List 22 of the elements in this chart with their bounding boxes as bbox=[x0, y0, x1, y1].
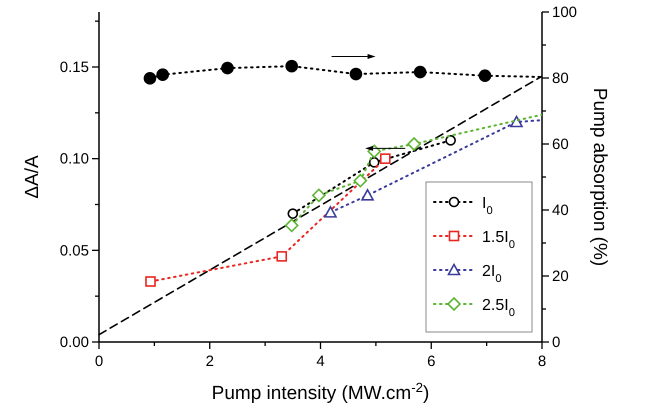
x-tick-label: 2 bbox=[206, 353, 214, 370]
y2-axis-title: Pump absorption (%) bbox=[589, 88, 610, 266]
y-tick-label: 0.15 bbox=[60, 59, 89, 76]
legend-label: I$_{0}$ bbox=[482, 195, 493, 217]
y2-tick-label: 60 bbox=[552, 136, 569, 153]
x-axis-title: Pump intensity (MW.cm$^{-2}$) bbox=[212, 380, 430, 404]
x-tick-label: 8 bbox=[538, 353, 546, 370]
legend-label: 2.5I$_{0}$ bbox=[482, 297, 515, 319]
y-tick-label: 0.05 bbox=[60, 242, 89, 260]
y-axis-title: ΔA/A bbox=[22, 155, 43, 199]
x-tick-label: 0 bbox=[94, 353, 104, 370]
y2-tick-label: 100 bbox=[552, 4, 578, 21]
legend-label: 2I$_{0}$ bbox=[482, 263, 502, 285]
y2-tick-label: 40 bbox=[552, 202, 569, 219]
y-tick-label: 0.00 bbox=[60, 334, 89, 351]
y2-tick-label: 0 bbox=[552, 334, 560, 351]
y2-tick-label: 80 bbox=[552, 70, 569, 87]
x-tick-label: 4 bbox=[316, 353, 325, 370]
legend-label: 1.5I$_{0}$ bbox=[482, 229, 515, 251]
x-tick-label: 6 bbox=[427, 353, 436, 370]
y2-tick-label: 20 bbox=[552, 268, 569, 285]
y-tick-label: 0.10 bbox=[60, 150, 89, 168]
